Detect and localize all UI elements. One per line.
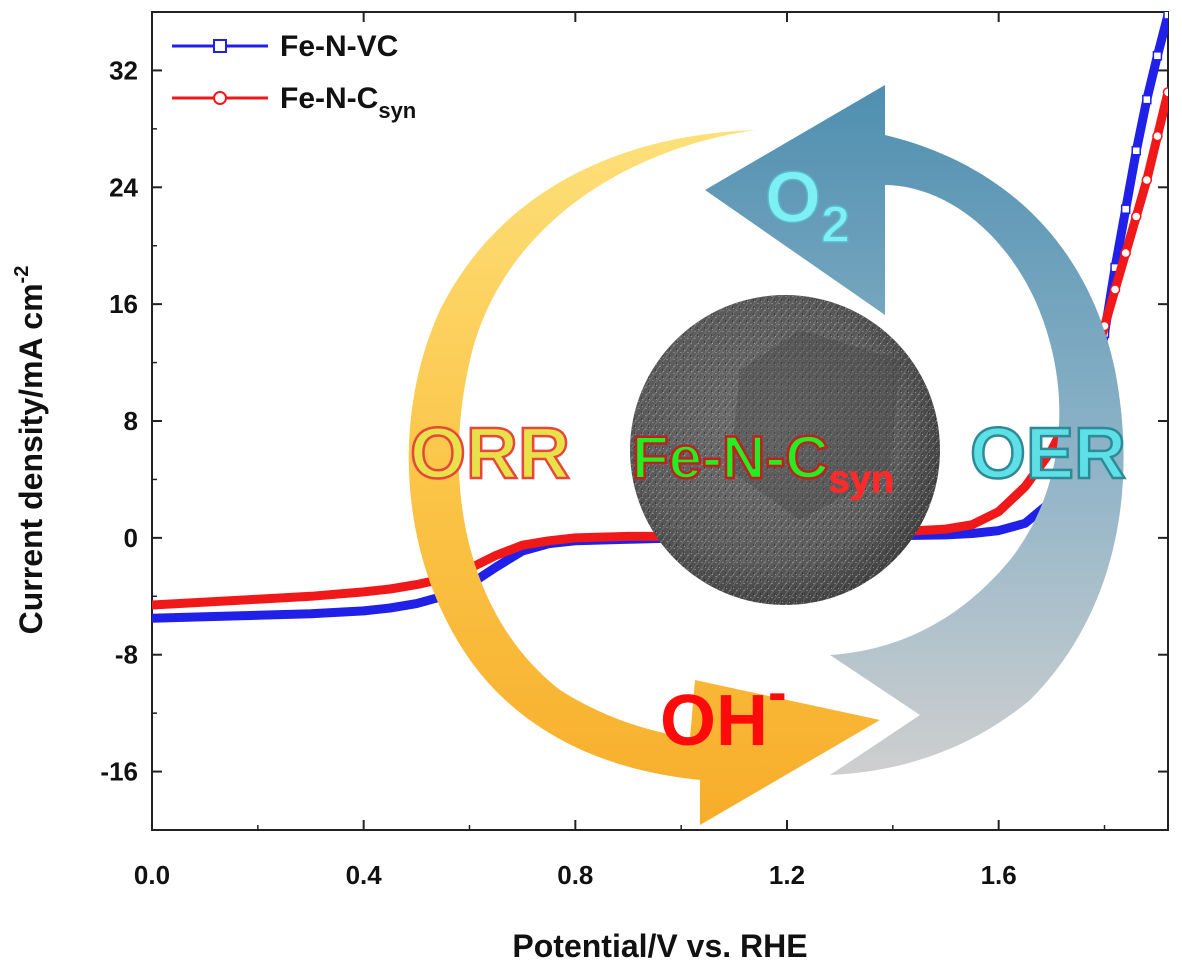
legend-entry-fe-n-vc: Fe-N-VC xyxy=(172,30,398,63)
x-tick-label: 1.6 xyxy=(981,860,1017,890)
series-point-0 xyxy=(1152,51,1163,61)
o2-label: O2 xyxy=(765,158,850,254)
series-point-1 xyxy=(1162,87,1168,98)
series-point-1 xyxy=(1152,130,1163,142)
oer-arrow xyxy=(705,85,1124,775)
y-axis-ticks: -16 -8 0 8 16 24 32 xyxy=(100,11,1168,831)
y-tick-label: -8 xyxy=(115,640,138,670)
legend-entry-fe-n-csyn: Fe-N-Csyn xyxy=(172,82,416,123)
series-point-1 xyxy=(1131,211,1142,222)
y-tick-label: 0 xyxy=(124,523,138,553)
series-point-0 xyxy=(1163,12,1168,20)
x-tick-label: 0.0 xyxy=(134,860,170,890)
series-point-0 xyxy=(1131,146,1141,156)
y-tick-label: -16 xyxy=(100,757,138,787)
x-tick-label: 1.2 xyxy=(769,860,805,890)
series-point-1 xyxy=(1120,247,1131,259)
y-tick-label: 16 xyxy=(109,289,138,319)
x-tick-label: 0.8 xyxy=(557,860,593,890)
legend: Fe-N-VC Fe-N-Csyn xyxy=(172,30,416,123)
y-tick-label: 24 xyxy=(109,172,138,202)
y-tick-label: 8 xyxy=(124,406,138,436)
cycle-diagram xyxy=(408,85,1124,825)
y-tick-label: 32 xyxy=(109,55,138,85)
series-point-1 xyxy=(1109,284,1121,295)
oer-label: OER xyxy=(970,414,1126,494)
series-point-0 xyxy=(1120,204,1131,214)
series-point-0 xyxy=(1142,94,1152,105)
x-axis-ticks: 0.0 0.4 0.8 1.2 1.6 xyxy=(134,12,1106,890)
series-point-1 xyxy=(1141,174,1153,186)
legend-label-fe-n-vc: Fe-N-VC xyxy=(280,30,398,63)
y-axis-title: Current density/mA cm-2 xyxy=(11,266,49,635)
x-tick-label: 0.4 xyxy=(346,860,383,890)
oh-label: OH- xyxy=(660,660,787,761)
center-label: Fe-N-Csyn xyxy=(632,424,894,501)
orr-label: ORR xyxy=(410,414,570,494)
legend-label-fe-n-csyn: Fe-N-Csyn xyxy=(280,82,416,123)
x-axis-title: Potential/V vs. RHE xyxy=(512,928,807,964)
